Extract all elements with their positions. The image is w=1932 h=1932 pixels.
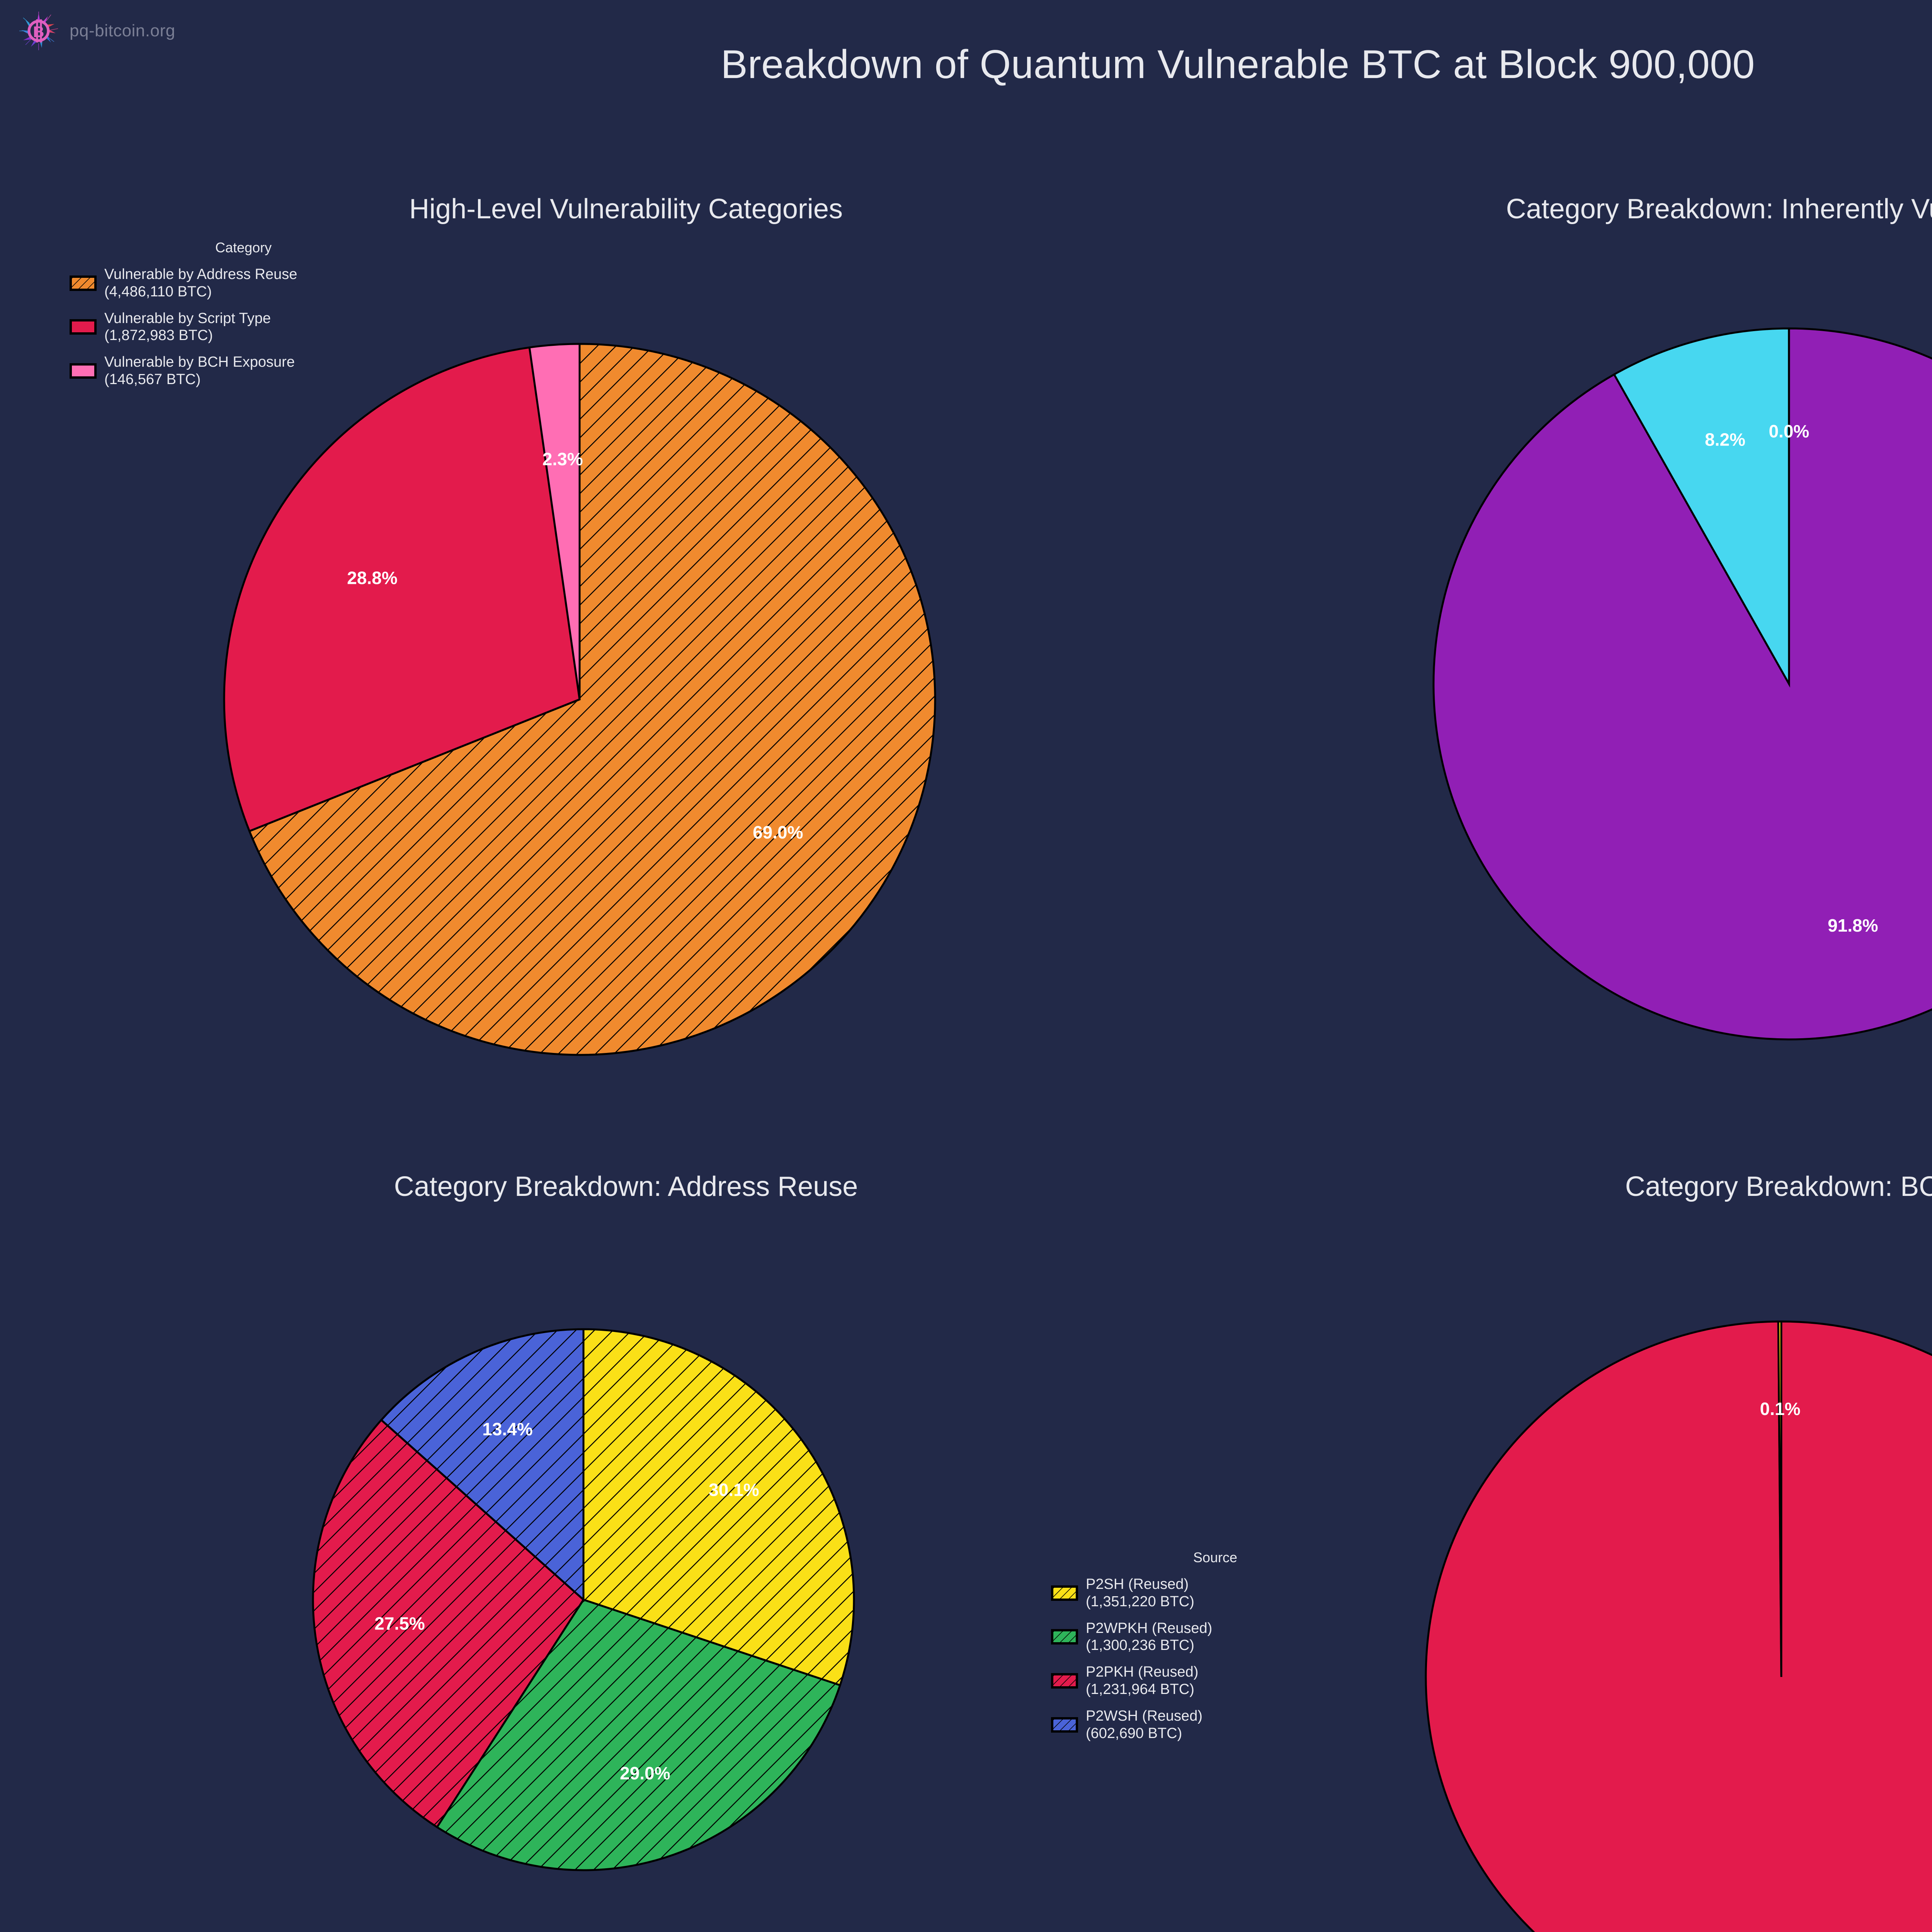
legend-items: Vulnerable by Address Reuse (4,486,110 B… [70,266,417,388]
legend-title: Category [215,240,272,255]
pie-chart-bch-exposure[interactable]: 99.9%0.1% [1418,1314,1932,1932]
pie-percent-label: 0.1% [1760,1399,1801,1419]
legend-item[interactable]: Vulnerable by BCH Exposure (146,567 BTC) [70,354,417,388]
pie-slice[interactable] [1613,327,1790,688]
panel-bch-exposure: Category Breakdown: BCH Exposure 99.9%0.… [1256,1171,1932,1932]
pie-svg: 91.8% 8.2% 0.0% [1432,327,1932,1041]
panel-title-bottom-right: Category Breakdown: BCH Exposure [1625,1171,1932,1202]
pie-slice[interactable] [1425,1320,1932,1932]
pie-percent-label: 27.5% [374,1613,425,1633]
legend-item-label: P2WPKH (Reused) (1,300,236 BTC) [1086,1620,1213,1654]
legend-category: Category Vulnerable by Address Reuse (4,… [70,240,417,398]
pie-chart-address-reuse[interactable]: 30.1% 29.0% 27.5% 13.4% [305,1321,862,1878]
pie-percent-label: 13.4% [482,1419,532,1439]
panel-address-reuse: Category Breakdown: Address Reuse 30.1% 2… [23,1171,1237,1932]
pie-svg: 99.9%0.1% [1425,1320,1932,1932]
pie-percent-label: 8.2% [1705,430,1745,450]
legend-item[interactable]: P2SH (Reused) (1,351,220 BTC) [1051,1576,1379,1611]
bitcoin-logo-icon: B [18,10,60,52]
pie-percent-label: 30.1% [709,1480,759,1500]
pie-percent-label: 0.0% [1769,421,1809,441]
pie-percent-label: 28.8% [347,568,397,588]
pie-svg: 69.0% 28.8% 2.3% [223,343,936,1056]
legend-color-swatch [1051,1717,1078,1733]
pie-slice[interactable] [380,1328,585,1602]
legend-item-label: P2SH (Reused) (1,351,220 BTC) [1086,1576,1194,1610]
legend-item-label: P2PKH (Reused) (1,231,964 BTC) [1086,1664,1199,1698]
svg-text:B: B [33,24,44,41]
legend-color-swatch [1051,1585,1078,1601]
pie-slice[interactable] [312,1418,585,1829]
watermark-label: pq-bitcoin.org [70,21,175,40]
legend-item-label: P2WSH (Reused) (602,690 BTC) [1086,1708,1202,1742]
pie-chart-high-level-vulnerability-categories[interactable]: 69.0% 28.8% 2.3% [216,336,943,1063]
pie-percent-label: 91.8% [1828,915,1878,935]
legend-item-label: Vulnerable by BCH Exposure (146,567 BTC) [104,354,295,388]
legend-title: Source [1193,1549,1238,1565]
panel-title-top-right: Category Breakdown: Inherently Vulnerabl… [1506,194,1932,224]
legend-color-swatch [1051,1629,1078,1645]
legend-item[interactable]: P2WPKH (Reused) (1,300,236 BTC) [1051,1620,1379,1655]
panel-high-level-vulnerability-categories: High-Level Vulnerability Categories Cate… [23,193,1229,1151]
panel-title-top-left: High-Level Vulnerability Categories [409,194,843,224]
pie-slice[interactable] [528,343,581,700]
pie-svg: 30.1% 29.0% 27.5% 13.4% [312,1328,855,1871]
legend-color-swatch [1051,1673,1078,1689]
legend-color-swatch [70,275,97,291]
legend-item-label: Vulnerable by Address Reuse (4,486,110 B… [104,266,298,300]
legend-item[interactable]: Vulnerable by Address Reuse (4,486,110 B… [70,266,417,301]
pie-slice[interactable] [248,343,936,1056]
legend-color-swatch [70,319,97,335]
legend-color-swatch [70,363,97,379]
legend-item-label: Vulnerable by Script Type (1,872,983 BTC… [104,310,271,344]
pie-slice[interactable] [582,1328,855,1687]
pie-chart-inherently-vulnerable-script-types[interactable]: 91.8% 8.2% 0.0% [1426,321,1932,1047]
pie-percent-label: 69.0% [753,822,803,842]
panel-title-bottom-left: Category Breakdown: Address Reuse [394,1171,858,1202]
page-title: Breakdown of Quantum Vulnerable BTC at B… [721,42,1755,87]
legend-item[interactable]: P2WSH (Reused) (602,690 BTC) [1051,1708,1379,1742]
pie-slice[interactable] [1777,1320,1782,1677]
watermark: B pq-bitcoin.org [18,10,175,52]
legend-item[interactable]: Vulnerable by Script Type (1,872,983 BTC… [70,310,417,345]
panel-inherently-vulnerable-script-types: Category Breakdown: Inherently Vulnerabl… [1256,193,1932,1151]
pie-slice[interactable] [435,1599,842,1871]
legend-source-address-reuse: Source P2SH (Reused) (1,351,220 BTC) P2WP… [1051,1549,1379,1752]
pie-slice[interactable] [1432,327,1932,1041]
pie-percent-label: 2.3% [543,449,583,469]
legend-item[interactable]: P2PKH (Reused) (1,231,964 BTC) [1051,1663,1379,1698]
pie-percent-label: 29.0% [620,1763,670,1783]
pie-slice[interactable] [223,346,581,833]
legend-items: P2SH (Reused) (1,351,220 BTC) P2WPKH (Reu… [1051,1576,1379,1742]
